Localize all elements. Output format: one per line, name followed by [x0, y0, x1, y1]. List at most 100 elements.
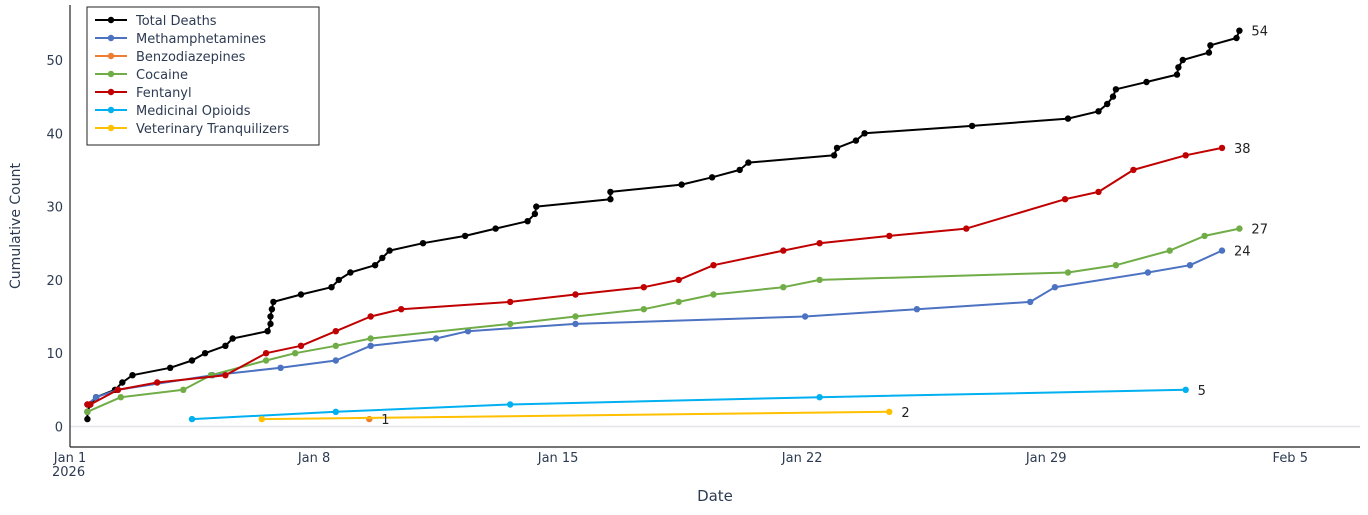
legend-box [86, 6, 320, 146]
x-axis-title: Date [697, 487, 733, 505]
data-point [297, 342, 305, 349]
data-point [1233, 34, 1240, 42]
data-point [1205, 49, 1213, 56]
legend-swatch-marker [107, 88, 115, 96]
data-point [229, 335, 236, 342]
data-point [1218, 144, 1226, 152]
data-point [801, 313, 809, 320]
data-point [432, 335, 440, 342]
x-tick-label: Feb 5 [1273, 451, 1308, 466]
data-point [507, 298, 514, 306]
data-point [335, 276, 342, 284]
data-point [222, 372, 229, 379]
y-tick-labels: 0 10 20 30 40 50 [46, 54, 63, 436]
data-point [461, 232, 469, 240]
data-point [332, 328, 339, 335]
series-total-deaths [84, 27, 1243, 423]
legend-swatch-marker [107, 34, 115, 42]
data-point [607, 188, 614, 196]
y-tick-label: 10 [46, 347, 63, 362]
series-layer [84, 27, 1243, 423]
data-point [816, 394, 823, 401]
legend-label: Veterinary Tranquilizers [136, 122, 289, 137]
data-point [201, 350, 209, 357]
data-point [1173, 71, 1181, 78]
data-point [886, 408, 893, 415]
legend-item-benzodiazepines: Benzodiazepines [95, 50, 246, 65]
data-point [180, 386, 187, 393]
y-tick-label: 0 [55, 420, 63, 435]
y-tick-label: 30 [46, 201, 63, 216]
legend-swatch-marker [107, 106, 115, 114]
data-point [117, 394, 125, 401]
data-point [84, 415, 91, 423]
legend-swatch-marker [107, 16, 115, 24]
legend-swatch-marker [107, 70, 115, 78]
data-point [1179, 56, 1187, 64]
data-point [780, 284, 787, 291]
data-point [886, 232, 893, 240]
data-point [367, 342, 374, 349]
data-point [913, 306, 921, 313]
data-point [1182, 152, 1189, 159]
x-tick-year-label: 2026 [52, 465, 85, 480]
data-point [1144, 269, 1152, 276]
data-point [328, 284, 335, 291]
series-cocaine [84, 225, 1243, 415]
data-point [507, 320, 514, 328]
data-point [1064, 269, 1072, 276]
data-point [92, 394, 100, 401]
data-point [852, 137, 860, 144]
data-point [398, 306, 405, 313]
data-point [816, 240, 823, 247]
series-methamphetamines [84, 247, 1226, 408]
data-point [367, 335, 374, 342]
data-point [710, 262, 717, 269]
data-point [119, 379, 126, 386]
data-point [270, 298, 277, 306]
data-point [262, 350, 270, 357]
end-label-fentanyl: 38 [1234, 142, 1251, 157]
data-point [1236, 225, 1243, 232]
data-point [347, 269, 354, 276]
data-point [816, 276, 823, 284]
data-point [640, 284, 647, 291]
legend-item-methamphetamines: Methamphetamines [95, 32, 266, 47]
data-point [367, 313, 374, 320]
data-point [830, 152, 838, 159]
data-point [675, 298, 682, 306]
end-label-medicinal-opioids: 5 [1198, 384, 1206, 399]
end-labels: 54 24 1 27 38 5 2 [381, 25, 1268, 428]
data-point [419, 240, 427, 247]
data-point [572, 313, 579, 320]
end-label-benzodiazepines: 1 [381, 413, 389, 428]
y-tick-label: 50 [46, 54, 63, 69]
data-point [332, 342, 339, 349]
data-point [1064, 115, 1072, 122]
data-point [297, 291, 305, 298]
data-point [675, 276, 682, 284]
data-point [533, 203, 540, 210]
data-point [833, 144, 841, 152]
data-point [371, 262, 379, 269]
legend-label: Methamphetamines [136, 32, 266, 47]
series-fentanyl [84, 144, 1226, 408]
data-point [640, 306, 647, 313]
data-point [386, 247, 393, 254]
data-point [114, 386, 122, 393]
data-point [1109, 93, 1117, 100]
legend-swatch-marker [107, 124, 115, 132]
y-axis-title: Cumulative Count [8, 163, 24, 289]
data-point [1061, 196, 1069, 203]
y-tick-label: 40 [46, 127, 63, 142]
legend-item-veterinary-tranquilizers: Veterinary Tranquilizers [95, 122, 289, 137]
data-point [87, 401, 94, 408]
x-tick-label: Jan 1 [53, 451, 86, 466]
data-point [710, 291, 717, 298]
legend-item-fentanyl: Fentanyl [95, 86, 192, 101]
data-point [277, 364, 284, 371]
data-point [1236, 27, 1243, 34]
data-point [1166, 247, 1173, 254]
